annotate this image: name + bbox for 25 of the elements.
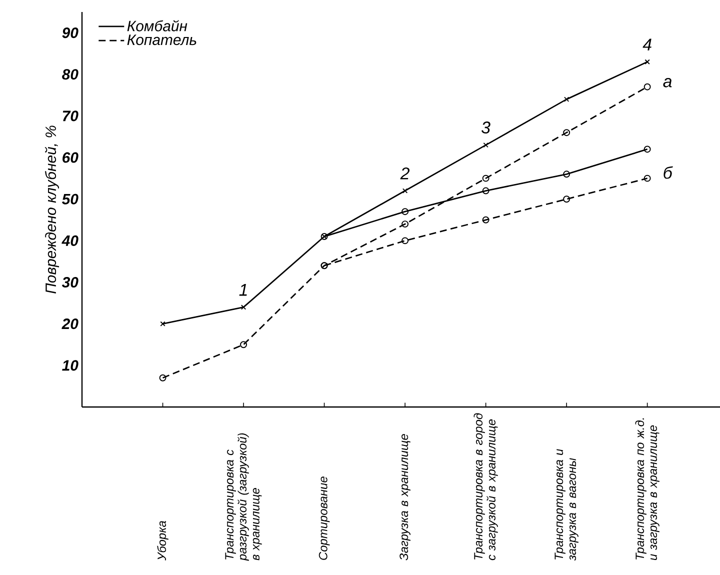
x-tick-label: Транспортировка с разгрузкой (загрузкой) в хранилище — [225, 433, 262, 561]
annotation: 4 — [642, 38, 652, 50]
x-tick-label: Транспортировка в город с загрузкой в хранилище — [474, 413, 498, 560]
y-tick-label: 50 — [62, 194, 78, 204]
y-tick-label: 20 — [62, 318, 78, 330]
annotation: 3 — [481, 122, 490, 134]
x-tick-label: Сортирование — [318, 476, 330, 560]
y-tick-label: 10 — [62, 360, 78, 371]
y-tick-label: 40 — [62, 235, 78, 246]
annotation: б — [664, 166, 673, 179]
x-tick-label: Транспортировка и загрузка в вагоны — [554, 449, 578, 561]
x-tick-label: Загрузка в хранилище — [400, 434, 410, 560]
y-axis-title: Повреждено клубней, % — [44, 126, 60, 294]
legend-label: Комбайн — [127, 20, 188, 32]
y-tick-label: 30 — [62, 276, 78, 288]
y-tick-label: 80 — [62, 69, 78, 80]
annotation: 2 — [400, 167, 410, 180]
y-tick-label: 60 — [62, 152, 78, 163]
annotation: 1 — [239, 284, 247, 296]
x-tick-label: Уборка — [157, 520, 168, 561]
x-tick-label: Транспортировка по ж.д. и загрузка в хранилище — [635, 418, 660, 560]
y-tick-label: 70 — [62, 110, 78, 122]
y-tick-label: 90 — [62, 27, 78, 38]
annotation: а — [663, 78, 672, 88]
legend-label: Копатель — [127, 34, 196, 46]
